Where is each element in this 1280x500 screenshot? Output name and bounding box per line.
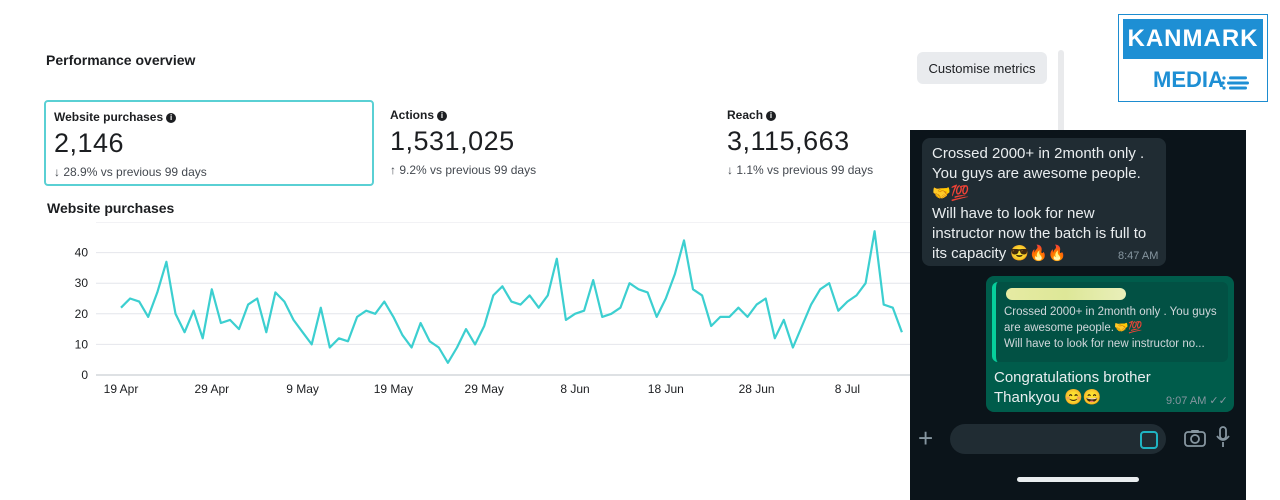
performance-overview-panel: Performance overview Customise metrics W… [36, 40, 1064, 402]
chat-screenshot: Crossed 2000+ in 2month only . You guys … [910, 130, 1246, 500]
message-input[interactable] [950, 424, 1166, 454]
kanmark-media-logo: KANMARK MEDIA [1118, 14, 1268, 102]
metric-change: ↑ 9.2% vs previous 99 days [390, 163, 537, 177]
x-tick-label: 19 May [374, 382, 413, 396]
metric-website-purchases[interactable]: Website purchases i 2,146 ↓ 28.9% vs prev… [44, 100, 374, 186]
logo-line2: MEDIA [1153, 67, 1224, 92]
message-composer: + [910, 422, 1246, 462]
metric-label: Actions [390, 108, 435, 122]
message-text: Congratulations brother Thankyou 😊😄 [994, 369, 1151, 406]
redacted-name [1006, 288, 1126, 300]
quoted-text: Crossed 2000+ in 2month only . You guys … [1004, 306, 1217, 350]
series-line[interactable] [120, 230, 903, 364]
info-icon[interactable]: i [437, 111, 448, 121]
metric-label: Website purchases [54, 110, 164, 124]
x-tick-label: 29 Apr [194, 382, 229, 396]
x-tick-label: 8 Jul [835, 382, 860, 396]
message-time: 9:07 AM [1166, 395, 1207, 407]
y-tick-label: 20 [75, 307, 89, 321]
info-icon[interactable]: i [766, 111, 777, 121]
metric-change: ↓ 1.1% vs previous 99 days [727, 163, 874, 177]
metric-reach[interactable]: Reach i 3,115,663 ↓ 1.1% vs previous 99 d… [719, 100, 1049, 186]
plus-icon[interactable]: + [918, 423, 934, 453]
logo-line1: KANMARK [1123, 19, 1263, 59]
metric-label: Reach [727, 108, 764, 122]
metric-actions[interactable]: Actions i 1,531,025 ↑ 9.2% vs previous 99… [382, 100, 712, 186]
outgoing-message[interactable]: Crossed 2000+ in 2month only . You guys … [986, 276, 1234, 412]
info-icon[interactable]: i [166, 113, 177, 123]
metric-value: 1,531,025 [390, 126, 515, 156]
logo-mark-icon [1221, 76, 1249, 90]
panel-title: Performance overview [46, 52, 196, 68]
metric-value: 2,146 [54, 128, 125, 158]
y-tick-label: 30 [75, 276, 89, 290]
sticker-icon[interactable] [1140, 431, 1158, 449]
x-tick-label: 28 Jun [739, 382, 775, 396]
home-indicator [1017, 477, 1139, 482]
x-tick-label: 29 May [465, 382, 504, 396]
customise-metrics-button[interactable]: Customise metrics [917, 52, 1047, 84]
metric-change: ↓ 28.9% vs previous 99 days [54, 165, 207, 179]
chart-title: Website purchases [47, 200, 175, 216]
message-time: 8:47 AM [1118, 250, 1159, 262]
x-tick-label: 8 Jun [560, 382, 589, 396]
website-purchases-chart: 0 10 20 30 40 19 Apr 29 Apr 9 May 19 May 29 May 8 … [75, 222, 1046, 396]
y-tick-label: 0 [81, 368, 88, 382]
metric-value: 3,115,663 [727, 126, 850, 156]
x-tick-label: 9 May [286, 382, 319, 396]
camera-icon[interactable] [1184, 429, 1206, 447]
microphone-icon[interactable] [1216, 426, 1230, 448]
incoming-message[interactable]: Crossed 2000+ in 2month only . You guys … [922, 138, 1166, 266]
read-ticks-icon: ✓✓ [1209, 395, 1228, 407]
y-tick-label: 10 [75, 337, 89, 351]
quoted-message[interactable]: Crossed 2000+ in 2month only . You guys … [992, 282, 1228, 362]
x-tick-label: 19 Apr [104, 382, 139, 396]
x-tick-label: 18 Jun [648, 382, 684, 396]
message-text: Crossed 2000+ in 2month only . You guys … [932, 145, 1147, 262]
y-tick-label: 40 [75, 246, 89, 260]
